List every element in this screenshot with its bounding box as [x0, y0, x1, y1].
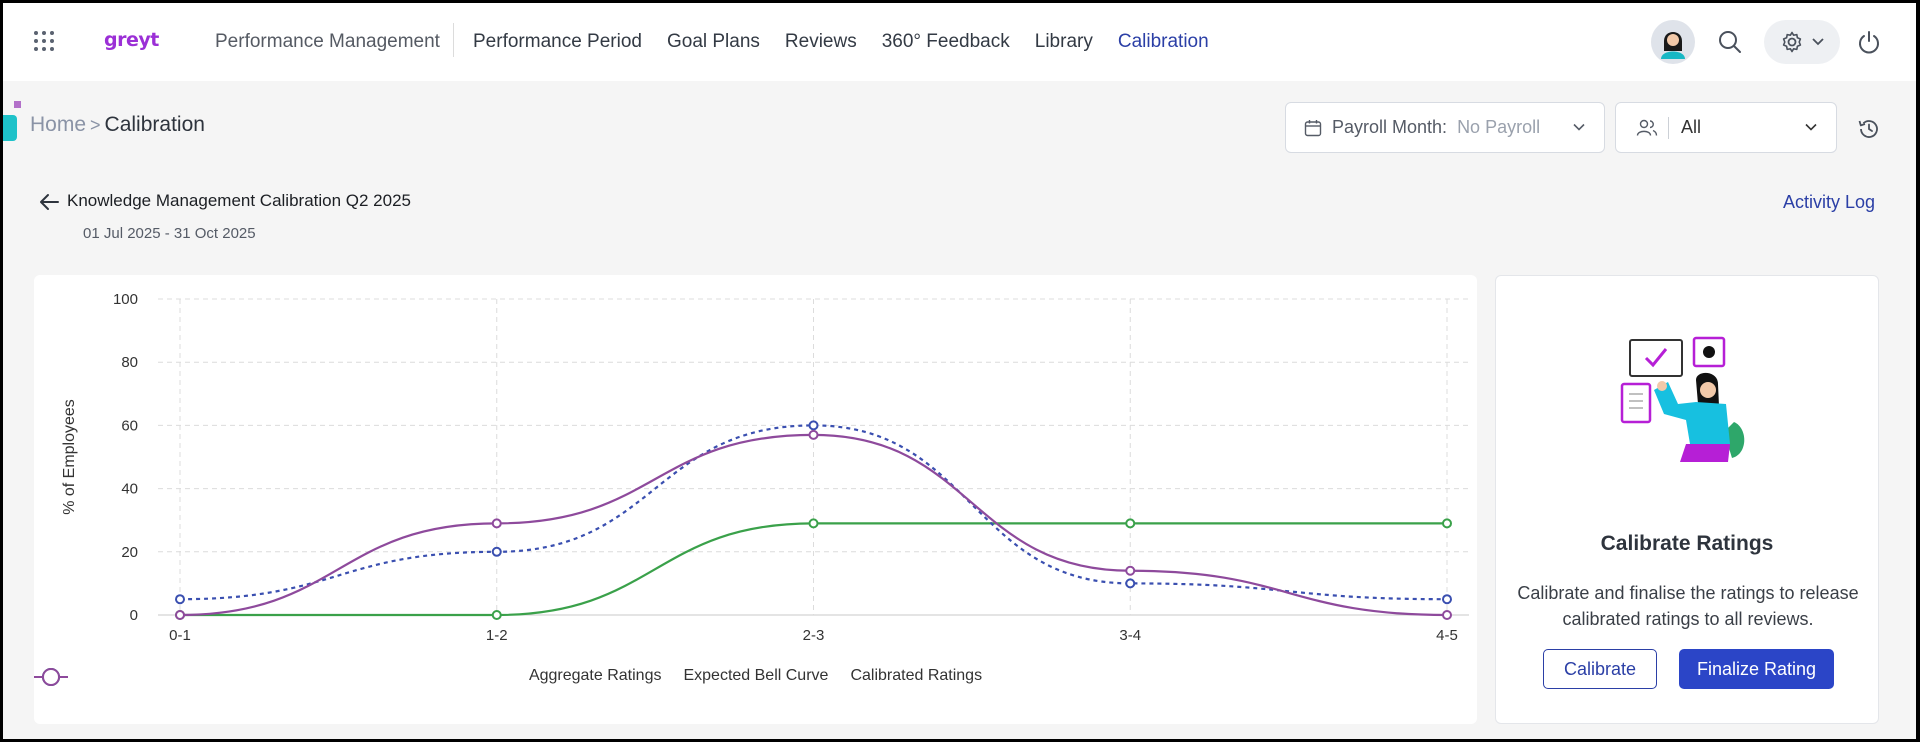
calendar-icon: [1304, 119, 1322, 136]
data-point-0: [491, 610, 502, 620]
employee-group-value: All: [1681, 117, 1702, 137]
data-point-0: [808, 518, 819, 529]
series-line-0: [180, 522, 1447, 617]
finalize-rating-button[interactable]: Finalize Rating: [1679, 649, 1834, 689]
y-tick-label: 20: [121, 544, 138, 561]
payroll-month-value: No Payroll: [1457, 117, 1541, 137]
y-tick-label: 60: [121, 417, 138, 434]
back-arrow-icon[interactable]: [37, 190, 61, 214]
data-point-1: [1125, 578, 1136, 589]
breadcrumb-separator: >: [90, 115, 101, 135]
x-tick-label: 0-1: [169, 627, 191, 644]
history-icon[interactable]: [1856, 116, 1882, 142]
data-point-1: [175, 594, 185, 605]
data-point-1: [808, 420, 819, 431]
y-tick-label: 0: [130, 607, 138, 624]
data-point-2: [1442, 610, 1452, 620]
data-point-1: [491, 546, 502, 557]
calibration-title: Knowledge Management Calibration Q2 2025: [67, 191, 412, 210]
chevron-down-icon: [1573, 123, 1585, 131]
legend-item-expected[interactable]: Expected Bell Curve: [34, 667, 829, 686]
power-icon[interactable]: [1855, 28, 1883, 56]
payroll-month-label: Payroll Month:: [1332, 117, 1448, 137]
chart-card: 0 20 40 60 80 100 0-1 1-2 2-3 3-4 4-5 % of Employee…: [34, 275, 1477, 724]
nav-library[interactable]: Library: [1034, 31, 1093, 52]
nav-reviews[interactable]: Reviews: [784, 31, 857, 52]
rating-distribution-chart: 0 20 40 60 80 100 0-1 1-2 2-3 3-4 4-5 % of Employee…: [61, 291, 1469, 644]
legend-label-expected: Expected Bell Curve: [683, 667, 829, 684]
chevron-down-icon: [1805, 123, 1817, 131]
action-card-title: Calibrate Ratings: [1600, 532, 1774, 555]
data-point-2: [491, 518, 502, 529]
greythr-logo[interactable]: greyt: [104, 29, 159, 51]
user-avatar[interactable]: [1651, 20, 1695, 64]
nav-goal-plans[interactable]: Goal Plans: [666, 31, 760, 52]
legend-label-calibrated: Calibrated Ratings: [850, 667, 983, 684]
y-tick-label: 40: [121, 481, 138, 498]
data-point-2: [808, 429, 819, 440]
x-tick-label: 1-2: [486, 627, 508, 644]
data-point-0: [1442, 518, 1452, 529]
activity-log-link[interactable]: Activity Log: [1783, 192, 1876, 212]
breadcrumb: Home > Calibration: [30, 113, 205, 137]
legend-item-aggregate[interactable]: Aggregate Ratings: [34, 667, 662, 686]
y-axis-label: % of Employees: [61, 399, 78, 515]
calibration-date-range: 01 Jul 2025 - 31 Oct 2025: [83, 225, 256, 242]
calibrate-action-card: Calibrate Ratings Calibrate and finalise…: [1495, 275, 1879, 724]
main-nav: Performance Period Goal Plans Reviews 36…: [473, 31, 1234, 53]
action-card-description: Calibrate and finalise the ratings to re…: [1517, 583, 1859, 629]
y-tick-label: 100: [113, 291, 138, 308]
top-navigation: greyt Performance Management Performance…: [3, 3, 1916, 81]
calibrate-button[interactable]: Calibrate: [1543, 649, 1657, 689]
x-tick-label: 2-3: [803, 627, 825, 644]
legend-marker-calibrated: [34, 668, 68, 686]
chart-legend: Aggregate Ratings Expected Bell Curve Ca…: [34, 667, 1477, 686]
settings-menu-button[interactable]: [1764, 20, 1840, 64]
gear-icon: [1782, 31, 1802, 53]
data-point-1: [1442, 594, 1452, 605]
x-tick-label: 3-4: [1119, 627, 1141, 644]
select-divider: [1668, 116, 1669, 139]
app-frame: greyt Performance Management Performance…: [3, 3, 1916, 739]
legend-item-calibrated[interactable]: Calibrated Ratings: [34, 667, 983, 686]
apps-grid-icon[interactable]: [33, 30, 55, 52]
payroll-month-select[interactable]: Payroll Month: No Payroll: [1285, 102, 1605, 153]
y-tick-label: 80: [121, 354, 138, 371]
decorative-accent: [3, 115, 17, 141]
nav-360-feedback[interactable]: 360° Feedback: [881, 31, 1010, 52]
nav-calibration[interactable]: Calibration: [1117, 31, 1209, 52]
breadcrumb-current: Calibration: [104, 113, 205, 136]
calibration-illustration-icon: [1620, 336, 1745, 462]
employee-group-select[interactable]: All: [1615, 102, 1837, 153]
module-title: Performance Management: [215, 31, 440, 52]
nav-performance-period[interactable]: Performance Period: [473, 31, 642, 52]
logo-text: greyt: [104, 29, 159, 51]
decorative-dot: [14, 101, 21, 108]
x-tick-label: 4-5: [1436, 627, 1458, 644]
legend-label-aggregate: Aggregate Ratings: [528, 667, 662, 684]
avatar-illustration-icon: [1661, 32, 1685, 59]
chevron-down-icon: [1812, 38, 1824, 46]
breadcrumb-home[interactable]: Home: [30, 113, 87, 136]
data-point-0: [1125, 518, 1136, 529]
nav-divider: [453, 23, 454, 57]
data-point-2: [175, 610, 185, 620]
search-icon[interactable]: [1716, 28, 1744, 56]
data-point-2: [1125, 565, 1136, 576]
users-icon: [1636, 119, 1658, 136]
